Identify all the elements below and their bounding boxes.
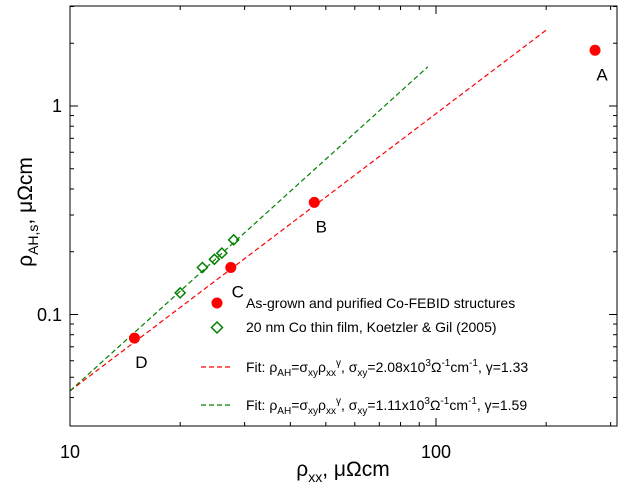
- data-point-febid-C: [225, 262, 237, 274]
- point-label-B: B: [316, 217, 327, 236]
- data-point-co-film-4: [227, 233, 240, 246]
- legend-entry-fit-green: Fit: ρAH=σxyρxxγ, σxy=1.11x103Ω-1cm-1, γ…: [201, 396, 527, 417]
- legend-label-co-film: 20 nm Co thin film, Koetzler & Gil (2005…: [246, 319, 497, 335]
- x-tick-label-10: 10: [60, 442, 80, 462]
- data-markers: [128, 44, 601, 344]
- point-label-C: C: [232, 283, 244, 302]
- data-point-co-film-1: [196, 261, 209, 274]
- legend-entry-febid: As-grown and purified Co-FEBID structure…: [211, 295, 515, 311]
- data-point-co-film-0: [174, 286, 187, 299]
- fit-lines: [70, 29, 547, 392]
- legend-entry-fit-red: Fit: ρAH=σxyρxxγ, σxy=2.08x103Ω-1cm-1, γ…: [201, 358, 528, 379]
- data-point-co-film-2: [208, 253, 221, 266]
- fit-line-green: [70, 66, 429, 392]
- y-axis-title: ρAH,s, μΩcm: [14, 157, 41, 267]
- legend-marker-filled-circle: [211, 297, 223, 309]
- x-axis-title: ρxx, μΩcm: [296, 458, 389, 485]
- y-tick-label-1: 1: [52, 96, 62, 116]
- point-label-D: D: [135, 353, 147, 372]
- data-point-febid-B: [308, 196, 320, 208]
- data-point-co-film-3: [215, 247, 228, 260]
- x-tick-label-100: 100: [421, 442, 451, 462]
- legend-label-fit-green: Fit: ρAH=σxyρxxγ, σxy=1.11x103Ω-1cm-1, γ…: [246, 396, 527, 417]
- point-label-A: A: [596, 65, 608, 84]
- legend: As-grown and purified Co-FEBID structure…: [201, 295, 528, 417]
- y-tick-label-0.1: 0.1: [37, 305, 62, 325]
- fit-line-red: [70, 29, 547, 392]
- plot-frame: [69, 5, 618, 427]
- legend-marker-open-diamond: [210, 320, 224, 335]
- legend-label-fit-red: Fit: ρAH=σxyρxxγ, σxy=2.08x103Ω-1cm-1, γ…: [246, 358, 528, 379]
- axis-ticks: [69, 6, 617, 426]
- data-point-febid-A: [589, 44, 601, 56]
- legend-label-febid: As-grown and purified Co-FEBID structure…: [246, 295, 515, 311]
- legend-entry-co-film: 20 nm Co thin film, Koetzler & Gil (2005…: [210, 319, 497, 335]
- point-labels: D C B A: [135, 65, 608, 372]
- data-point-febid-D: [128, 332, 140, 344]
